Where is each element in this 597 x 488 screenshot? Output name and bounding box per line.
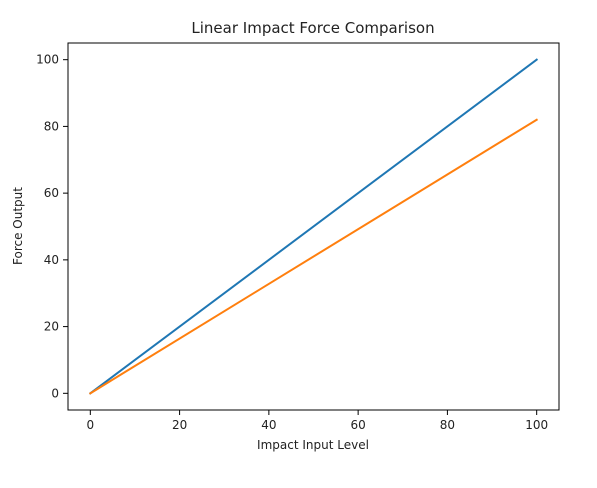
x-tick-label: 40 <box>261 418 276 432</box>
series-line-2 <box>88 118 539 395</box>
x-tick-label: 100 <box>525 418 548 432</box>
x-axis-label: Impact Input Level <box>257 438 369 452</box>
x-tick-label: 0 <box>86 418 94 432</box>
y-tick-label: 0 <box>51 386 59 400</box>
y-tick-label: 80 <box>44 119 59 133</box>
chart-title: Linear Impact Force Comparison <box>191 19 434 37</box>
plot-frame <box>67 42 560 411</box>
y-tick-label: 40 <box>44 253 59 267</box>
y-tick-label: 60 <box>44 186 59 200</box>
x-tick-label: 20 <box>172 418 187 432</box>
y-axis-label: Force Output <box>11 187 25 265</box>
plot-area: 0 20 40 60 80 100 0 20 40 60 80 100 <box>36 42 560 432</box>
x-tick-label: 60 <box>350 418 365 432</box>
y-tick-label: 100 <box>36 53 59 67</box>
y-tick-label: 20 <box>44 320 59 334</box>
series-line-1 <box>88 58 539 395</box>
x-tick-label: 80 <box>440 418 455 432</box>
